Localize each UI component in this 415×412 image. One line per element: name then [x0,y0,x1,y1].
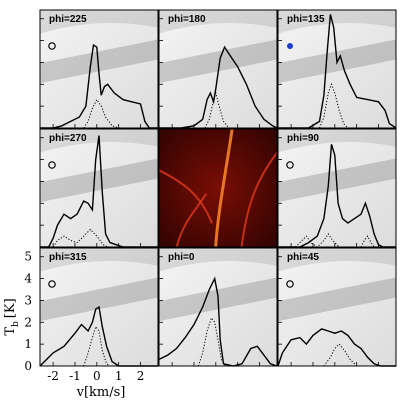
dust-cloud [278,10,396,34]
panel-frame [39,9,159,129]
open-circle-marker [48,161,56,169]
panel-phi=0: phi=0 [158,247,278,367]
y-tick-label: 3 [24,293,32,307]
panel-background [278,248,396,366]
panel-frame [277,128,397,248]
filament-band [40,39,158,84]
emission-filament [240,152,278,248]
open-circle-marker [286,161,294,169]
y-tick-label: 5 [24,250,32,264]
dotted-component-line [323,343,358,367]
open-circle-marker [286,280,294,288]
x-axis-label: v[km/s] [76,385,126,400]
center-map-frame [158,128,278,248]
filament-band [159,39,277,84]
panel-frame [39,128,159,248]
panel-grid: phi=225 phi=180 phi=135 phi=270 phi=90 phi=31… [39,9,397,367]
y-tick-label: 2 [24,315,32,329]
panel-label: phi=270 [49,133,87,144]
total-spectrum-line [159,45,278,129]
total-spectrum-line [278,14,397,129]
filament-band [40,277,158,322]
dotted-component-line [319,82,349,129]
panel-label: phi=180 [168,14,206,25]
dotted-component-line [204,91,230,129]
x-tick-label: 1 [115,369,123,383]
panel-phi=90: phi=90 [277,128,397,248]
panel-phi=135: phi=135 [277,9,397,129]
total-spectrum-line [39,305,158,367]
panel-phi=180: phi=180 [158,9,278,129]
panel-phi=270: phi=270 [39,128,159,248]
total-spectrum-line [40,43,158,129]
open-circle-marker [48,42,56,50]
y-axis-label: Tb[K] [3,298,21,335]
filled-circle-marker [287,43,293,49]
total-spectrum-line [278,144,396,248]
emission-filament [175,193,208,248]
panel-label: phi=225 [49,14,87,25]
panel-label: phi=0 [168,252,195,263]
y-tick-label: 1 [24,337,32,351]
total-spectrum-line [277,328,396,367]
panel-label: phi=315 [49,252,87,263]
panel-label: phi=45 [287,252,319,263]
dust-cloud [159,248,277,272]
panel-label: phi=135 [287,14,325,25]
panel-phi=225: phi=225 [39,9,159,129]
panel-phi=45: phi=45 [277,247,397,367]
open-circle-marker [48,280,56,288]
panel-phi=315: phi=315 [39,247,159,367]
panel-frame [277,9,397,129]
panel-frame [39,247,159,367]
y-tick-label: 4 [24,272,32,286]
emission-filament [214,128,234,248]
emission-filament [158,169,214,224]
panel-background [40,129,158,247]
panel-frame [158,247,278,367]
center-map-image [158,128,278,248]
total-spectrum-line [40,135,158,248]
x-tick-label: 2 [137,369,145,383]
x-tick-label: -1 [69,369,81,383]
panel-frame [158,9,278,129]
panel-label: phi=90 [287,133,319,144]
y-tick-label: 0 [24,359,32,373]
dotted-component-line [52,228,108,248]
dust-cloud [159,10,277,34]
panel-background [278,10,396,128]
dotted-component-line [83,98,119,129]
x-tick-label: -2 [47,369,59,383]
filament-band [40,158,158,203]
dust-cloud [278,248,396,272]
dotted-component-line [295,233,375,248]
filament-band [278,277,396,322]
dust-cloud [40,10,158,34]
x-tick-label: 0 [93,369,101,383]
dust-cloud [40,248,158,272]
panel-frame [277,247,397,367]
total-spectrum-line [158,276,278,367]
dust-cloud [278,129,396,153]
